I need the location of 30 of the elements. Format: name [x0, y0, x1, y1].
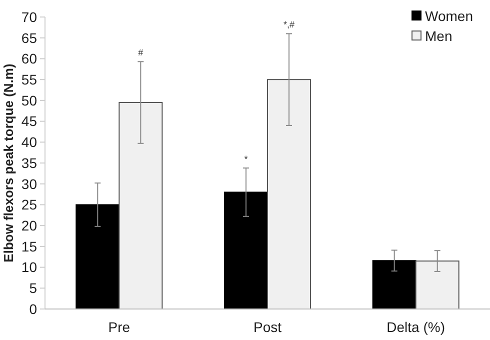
y-tick-label: 40	[21, 134, 38, 150]
bar	[372, 260, 416, 310]
y-tick-label: 25	[21, 196, 38, 213]
annotation: *	[244, 154, 248, 164]
y-tick-label: 50	[21, 92, 38, 108]
x-tick-label: Delta (%)	[386, 319, 446, 335]
bar	[76, 204, 120, 310]
y-tick-label: 70	[21, 8, 38, 25]
annotation: #	[138, 48, 144, 58]
y-tick-label: 55	[21, 71, 38, 88]
legend-label: Women	[425, 8, 473, 24]
bar	[415, 260, 460, 310]
y-tick-label: 0	[29, 300, 38, 317]
y-tick-label: 60	[21, 50, 38, 67]
y-tick-label: 20	[21, 217, 38, 234]
y-tick-label: 10	[21, 259, 38, 276]
y-tick-label: 5	[29, 280, 38, 296]
bar	[267, 79, 312, 310]
x-tick-label: Post	[253, 319, 282, 335]
y-tick-label: 30	[21, 176, 38, 192]
bar	[118, 102, 163, 310]
y-tick-label: 15	[21, 238, 38, 254]
bar	[224, 192, 268, 310]
x-tick-label: Pre	[108, 319, 130, 335]
legend-label: Men	[425, 28, 452, 44]
annotation: *,#	[284, 20, 295, 30]
y-tick-label: 65	[21, 30, 38, 46]
y-tick-label: 35	[21, 154, 38, 171]
y-axis-title: Elbow flexors peak torque (N.m)	[1, 64, 16, 262]
y-tick-label: 45	[21, 113, 38, 130]
